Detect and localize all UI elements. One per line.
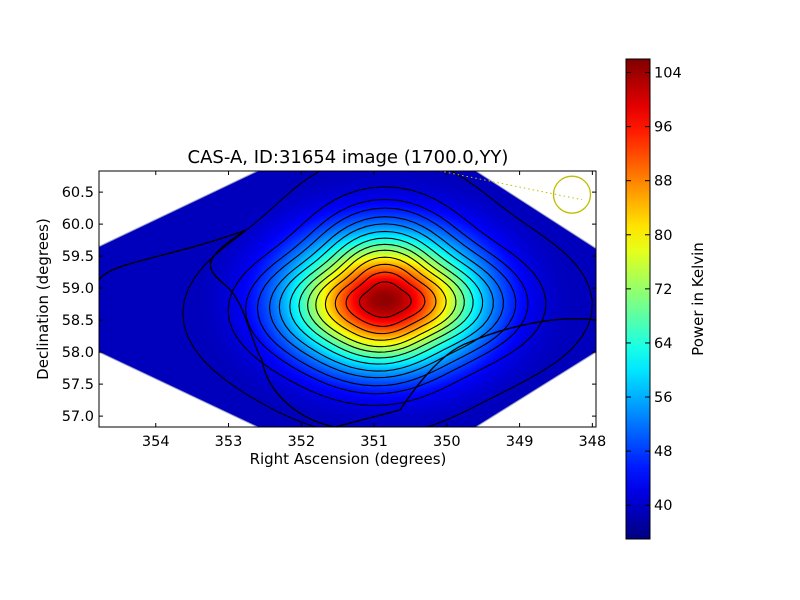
y-tick-label: 57.0 [62, 409, 94, 425]
background-contour [99, 229, 596, 427]
colorbar-tick-label: 40 [654, 498, 672, 514]
colorbar-gradient [625, 58, 651, 540]
contour-level-6 [289, 230, 484, 365]
colorbar-tick-label: 72 [654, 282, 672, 298]
x-ticks: 354 353 352 351 350 349 348 [142, 171, 606, 450]
y-tick-label: 60.5 [62, 185, 94, 201]
contour-level-9 [315, 249, 457, 348]
x-tick-label: 348 [579, 434, 607, 450]
contour-level-4 [268, 216, 504, 379]
x-tick-label: 351 [360, 434, 388, 450]
colorbar-tick-label: 80 [654, 228, 672, 244]
beam-marker [552, 175, 592, 214]
colorbar: 40 48 56 64 72 80 88 96 104 [625, 58, 682, 540]
beam-leader-line [439, 170, 583, 201]
colorbar-tick-label: 96 [654, 120, 672, 136]
y-ticks: 57.0 57.5 58.0 58.5 59.0 59.5 60.0 60.5 [62, 185, 596, 425]
contour-level-5 [278, 223, 494, 372]
contour-level-8 [307, 243, 465, 353]
y-tick-label: 58.5 [62, 313, 94, 329]
x-tick-label: 354 [142, 434, 170, 450]
chart-title: CAS-A, ID:31654 image (1700.0,YY) [188, 147, 509, 168]
y-axis-label: Declination (degrees) [34, 218, 52, 380]
contour-level-7 [298, 237, 474, 359]
x-axis-label: Right Ascension (degrees) [250, 450, 447, 468]
contour-level-10 [324, 256, 447, 341]
colorbar-tick-label: 88 [654, 174, 672, 190]
contour-level-13 [358, 281, 412, 318]
x-tick-label: 350 [433, 434, 461, 450]
x-tick-label: 352 [287, 434, 315, 450]
y-tick-label: 59.5 [62, 249, 94, 265]
colorbar-tick-label: 56 [654, 390, 672, 406]
contour-level-11 [334, 263, 437, 335]
colorbar-tick-label: 104 [654, 66, 682, 82]
source-contours [182, 171, 593, 427]
colorbar-tick-label: 64 [654, 336, 672, 352]
y-tick-label: 57.5 [62, 377, 94, 393]
x-tick-label: 353 [215, 434, 243, 450]
plot-area [98, 170, 597, 428]
contour-level-2 [244, 198, 529, 395]
contour-level-1 [227, 186, 547, 407]
y-tick-label: 59.0 [62, 281, 94, 297]
contour-level-0 [182, 171, 593, 427]
colorbar-label: Power in Kelvin [689, 242, 707, 356]
axes-frame [98, 170, 597, 428]
contour-level-3 [256, 207, 517, 387]
colorbar-tick-label: 48 [654, 444, 672, 460]
intensity-map [99, 171, 596, 427]
y-tick-label: 60.0 [62, 217, 94, 233]
contour-level-12 [345, 271, 426, 327]
x-tick-label: 349 [506, 434, 534, 450]
y-tick-label: 58.0 [62, 345, 94, 361]
